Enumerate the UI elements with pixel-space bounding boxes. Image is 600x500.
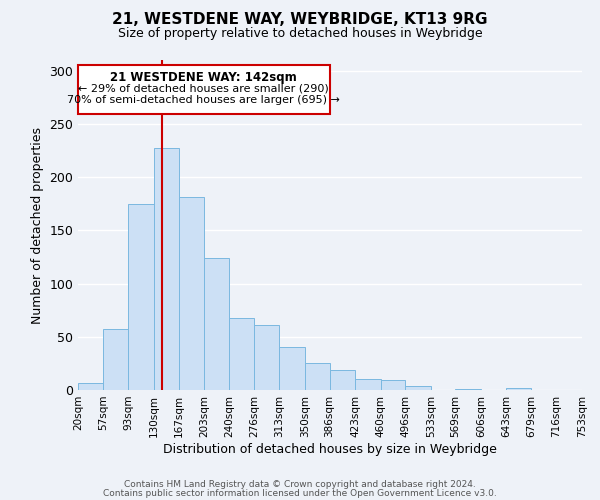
Bar: [78, 382, 103, 390]
Text: Contains HM Land Registry data © Crown copyright and database right 2024.: Contains HM Land Registry data © Crown c…: [124, 480, 476, 489]
Text: 70% of semi-detached houses are larger (695) →: 70% of semi-detached houses are larger (…: [67, 95, 340, 105]
Y-axis label: Number of detached properties: Number of detached properties: [31, 126, 44, 324]
Text: Contains public sector information licensed under the Open Government Licence v3: Contains public sector information licen…: [103, 488, 497, 498]
Text: ← 29% of detached houses are smaller (290): ← 29% of detached houses are smaller (29…: [79, 84, 329, 94]
Text: 21, WESTDENE WAY, WEYBRIDGE, KT13 9RG: 21, WESTDENE WAY, WEYBRIDGE, KT13 9RG: [112, 12, 488, 28]
Bar: [455, 389, 481, 390]
Bar: [154, 148, 179, 390]
Bar: [128, 204, 154, 390]
Bar: [204, 258, 229, 390]
Bar: [103, 330, 128, 390]
FancyBboxPatch shape: [78, 66, 329, 114]
X-axis label: Distribution of detached houses by size in Weybridge: Distribution of detached houses by size …: [163, 442, 497, 456]
Text: Size of property relative to detached houses in Weybridge: Size of property relative to detached ho…: [118, 28, 482, 40]
Bar: [254, 325, 280, 390]
Text: 21 WESTDENE WAY: 142sqm: 21 WESTDENE WAY: 142sqm: [110, 70, 297, 84]
Bar: [329, 370, 355, 390]
Bar: [355, 380, 380, 390]
Bar: [229, 318, 254, 390]
Bar: [405, 386, 431, 390]
Bar: [506, 388, 531, 390]
Bar: [380, 380, 405, 390]
Bar: [305, 364, 329, 390]
Bar: [179, 198, 204, 390]
Bar: [280, 348, 305, 390]
